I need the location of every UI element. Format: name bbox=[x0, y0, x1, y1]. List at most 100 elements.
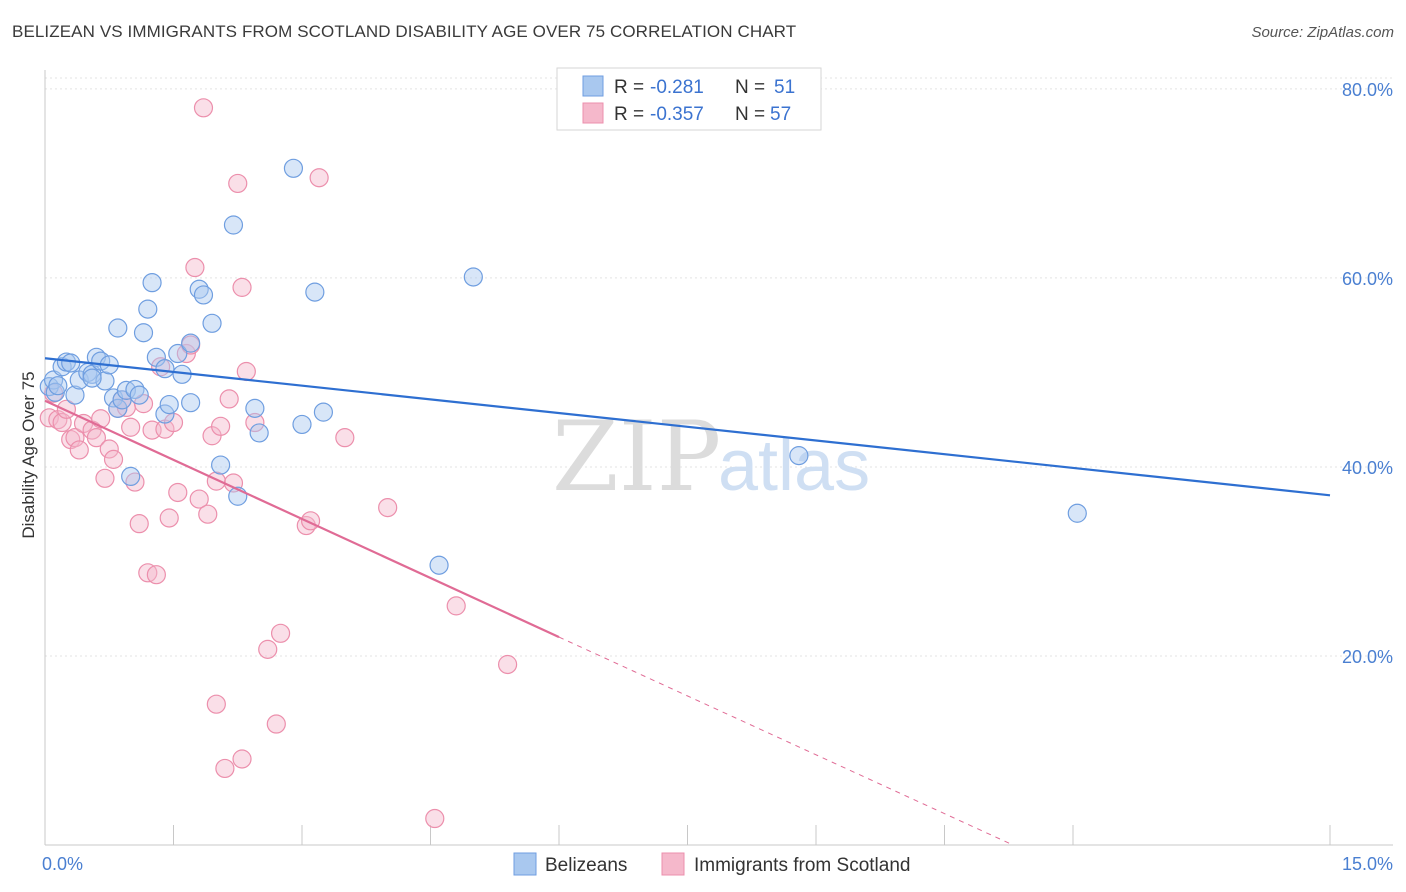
watermark: ZIP atlas bbox=[552, 401, 870, 513]
data-point-scotland-18 bbox=[121, 417, 141, 437]
x-tick-label-1: 15.0% bbox=[1342, 854, 1393, 874]
data-point-scotland-50 bbox=[309, 168, 329, 188]
data-point-scotland-37 bbox=[206, 471, 226, 491]
trend-line-scotland bbox=[44, 399, 560, 639]
data-point-scotland-12 bbox=[95, 468, 115, 488]
data-point-belizeans-3 bbox=[48, 376, 68, 396]
data-point-belizeans-7 bbox=[65, 385, 85, 405]
legend-n-value-2: 57 bbox=[770, 104, 791, 125]
data-point-scotland-45 bbox=[258, 639, 278, 659]
data-point-belizeans-37 bbox=[223, 215, 244, 235]
data-point-scotland-43 bbox=[236, 361, 256, 382]
data-point-scotland-34 bbox=[193, 98, 214, 118]
legend-swatch-scotland bbox=[582, 102, 604, 124]
data-point-belizeans-23 bbox=[138, 299, 158, 319]
data-point-scotland-58 bbox=[232, 749, 252, 769]
chart-title: BELIZEAN VS IMMIGRANTS FROM SCOTLAND DIS… bbox=[12, 22, 797, 41]
data-point-belizeans-28 bbox=[159, 394, 179, 415]
data-point-belizeans-41 bbox=[283, 158, 304, 178]
axes bbox=[44, 70, 1393, 846]
data-point-scotland-32 bbox=[185, 257, 205, 278]
data-point-scotland-29 bbox=[168, 482, 188, 503]
data-point-belizeans-47 bbox=[789, 446, 809, 466]
source-label: Source: ZipAtlas.com bbox=[1251, 24, 1394, 41]
data-point-scotland-6 bbox=[65, 428, 85, 448]
data-point-scotland-56 bbox=[206, 694, 226, 714]
data-point-belizeans-46 bbox=[429, 555, 449, 575]
data-point-belizeans-49 bbox=[121, 466, 141, 487]
data-point-belizeans-44 bbox=[313, 402, 334, 422]
legend-swatch-belizeans bbox=[582, 75, 604, 97]
data-point-belizeans-50 bbox=[82, 368, 102, 388]
legend-label-scotland: Immigrants from Scotland bbox=[694, 855, 910, 876]
y-tick-label-0: 20.0% bbox=[1342, 647, 1393, 667]
data-point-belizeans-29 bbox=[168, 343, 188, 364]
data-point-belizeans-48 bbox=[1067, 503, 1087, 523]
data-point-scotland-20 bbox=[129, 514, 149, 534]
data-point-scotland-51 bbox=[335, 428, 355, 448]
legend-r-label-1: R = bbox=[614, 77, 644, 98]
data-point-scotland-42 bbox=[232, 277, 252, 297]
legend-n-label-1: N = bbox=[735, 77, 765, 98]
data-point-scotland-13 bbox=[99, 439, 119, 459]
trend-line-scotland-extrapolated bbox=[558, 636, 1014, 846]
legend-n-value-1: 51 bbox=[774, 77, 795, 98]
legend-r-label-2: R = bbox=[614, 104, 644, 125]
data-point-scotland-39 bbox=[219, 389, 239, 409]
data-point-scotland-55 bbox=[498, 654, 518, 675]
data-point-scotland-41 bbox=[228, 173, 248, 194]
data-point-belizeans-36 bbox=[211, 455, 231, 475]
x-tick-labels: 0.0% 15.0% bbox=[42, 854, 1393, 874]
data-point-scotland-7 bbox=[69, 440, 89, 460]
data-point-scotland-11 bbox=[91, 409, 111, 429]
data-point-scotland-44 bbox=[245, 412, 265, 433]
y-axis-title: Disability Age Over 75 bbox=[19, 371, 38, 538]
trend-line-belizeans bbox=[44, 357, 1331, 497]
y-tick-label-3: 80.0% bbox=[1342, 80, 1393, 100]
data-point-belizeans-34 bbox=[193, 285, 214, 305]
data-point-belizeans-40 bbox=[249, 423, 269, 443]
data-point-belizeans-43 bbox=[305, 282, 325, 302]
data-point-belizeans-45 bbox=[463, 267, 483, 287]
data-point-belizeans-27 bbox=[155, 404, 175, 424]
watermark-atlas: atlas bbox=[718, 426, 870, 506]
y-tick-labels: 20.0% 40.0% 60.0% 80.0% bbox=[1342, 80, 1393, 667]
data-point-scotland-10 bbox=[86, 428, 107, 448]
data-point-scotland-38 bbox=[211, 416, 231, 436]
series-immigrants-from-scotland bbox=[39, 98, 518, 829]
data-point-belizeans-35 bbox=[202, 313, 222, 333]
data-point-scotland-33 bbox=[189, 489, 209, 509]
legend-swatch-belizeans-bottom bbox=[513, 852, 537, 876]
data-point-belizeans-26 bbox=[155, 359, 175, 379]
data-point-belizeans-24 bbox=[142, 273, 162, 293]
series-belizeans bbox=[39, 158, 1087, 575]
data-point-scotland-54 bbox=[446, 596, 466, 616]
data-point-belizeans-22 bbox=[133, 323, 154, 343]
data-point-scotland-46 bbox=[266, 714, 286, 734]
legend-swatch-scotland-bottom bbox=[661, 852, 685, 876]
data-point-scotland-47 bbox=[270, 623, 291, 643]
data-point-belizeans-6 bbox=[61, 353, 81, 373]
data-point-belizeans-42 bbox=[292, 414, 312, 435]
legend-r-value-2: -0.357 bbox=[650, 104, 704, 125]
data-point-scotland-35 bbox=[198, 504, 218, 524]
data-point-belizeans-32 bbox=[181, 393, 201, 413]
y-tick-label-2: 60.0% bbox=[1342, 269, 1393, 289]
x-tick-label-0: 0.0% bbox=[42, 854, 83, 874]
data-point-scotland-24 bbox=[146, 565, 166, 585]
trend-lines bbox=[44, 357, 1331, 846]
legend-label-belizeans: Belizeans bbox=[545, 855, 627, 876]
data-point-scotland-53 bbox=[425, 808, 445, 829]
series-legend: Belizeans Immigrants from Scotland bbox=[513, 852, 910, 876]
data-point-scotland-52 bbox=[378, 497, 398, 518]
data-point-belizeans-21 bbox=[108, 318, 128, 338]
legend-r-value-1: -0.281 bbox=[650, 77, 704, 98]
data-point-scotland-14 bbox=[103, 449, 124, 469]
y-tick-label-1: 40.0% bbox=[1342, 458, 1393, 478]
stats-legend: R = -0.281 N = 51 R = -0.357 N = 57 bbox=[556, 67, 822, 131]
data-point-scotland-57 bbox=[215, 758, 235, 779]
watermark-zip: ZIP bbox=[552, 401, 721, 513]
data-point-scotland-27 bbox=[159, 508, 179, 528]
data-point-belizeans-39 bbox=[245, 398, 265, 418]
